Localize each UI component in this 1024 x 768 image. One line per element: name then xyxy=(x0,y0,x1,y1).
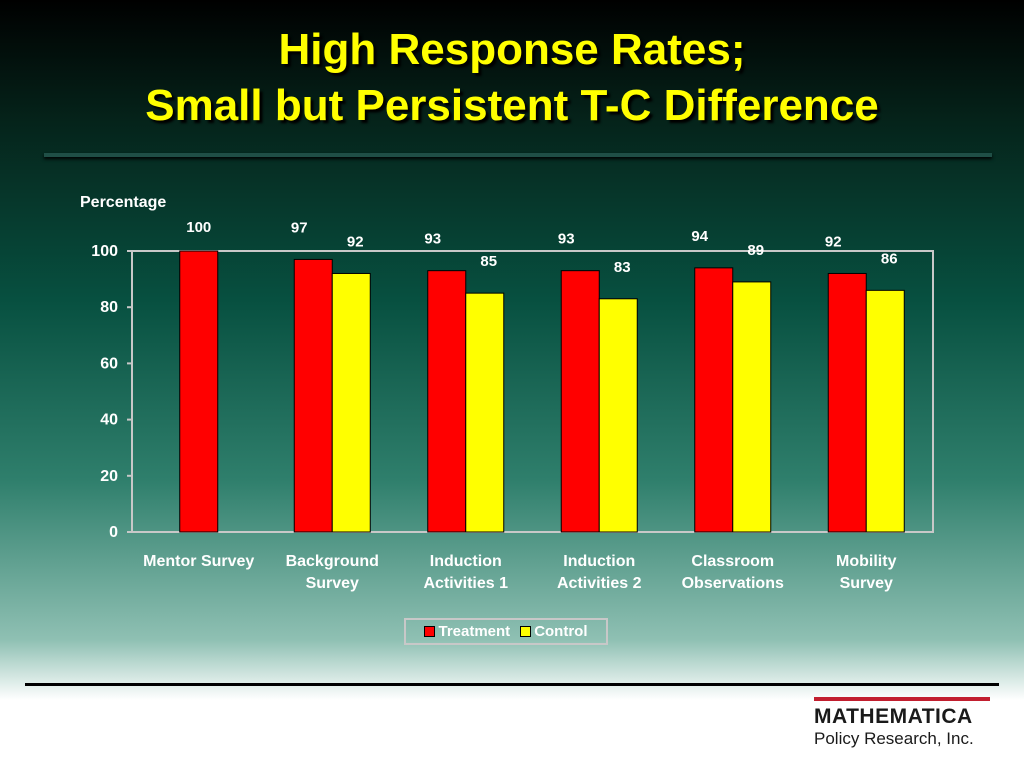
bar-treatment-1 xyxy=(293,258,333,533)
data-label-treatment-5: 92 xyxy=(825,233,842,250)
y-tick-label: 20 xyxy=(100,468,118,485)
bar-treatment-0 xyxy=(179,250,219,533)
legend-label-treatment: Treatment xyxy=(438,623,511,640)
data-label-control-1: 92 xyxy=(347,233,364,250)
y-tick-label: 40 xyxy=(100,412,118,429)
y-tick-label: 100 xyxy=(91,243,118,260)
data-label-control-4: 89 xyxy=(747,242,764,259)
y-axis-label: Percentage xyxy=(80,194,167,211)
legend-item-control: Control xyxy=(520,623,588,640)
bar-control-4 xyxy=(732,281,772,533)
y-tick-label: 80 xyxy=(100,299,118,316)
logo-accent-bar xyxy=(814,697,990,701)
bar-control-5 xyxy=(865,289,905,533)
x-category-label: Classroom xyxy=(691,553,774,570)
x-category-label: Survey xyxy=(840,575,893,592)
data-label-treatment-1: 97 xyxy=(291,219,308,236)
data-label-treatment-4: 94 xyxy=(691,228,708,245)
bar-treatment-3 xyxy=(560,270,600,533)
data-label-treatment-2: 93 xyxy=(424,231,441,248)
data-label-treatment-0: 100 xyxy=(186,219,211,236)
logo-subtitle: Policy Research, Inc. xyxy=(814,729,974,748)
y-tick-label: 60 xyxy=(100,355,118,372)
x-category-label: Mentor Survey xyxy=(143,553,254,570)
title-divider xyxy=(44,153,992,157)
x-category-label: Activities 2 xyxy=(557,575,642,592)
logo-name: MATHEMATICA xyxy=(814,705,973,728)
legend-swatch-treatment xyxy=(424,626,436,637)
bar-control-1 xyxy=(331,272,371,533)
plot-area xyxy=(131,250,934,533)
data-label-treatment-3: 93 xyxy=(558,231,575,248)
title-line-1: High Response Rates; xyxy=(278,25,746,74)
legend-label-control: Control xyxy=(534,623,588,640)
data-label-control-5: 86 xyxy=(881,250,898,267)
x-category-label: Induction xyxy=(563,553,635,570)
bar-control-2 xyxy=(465,292,505,533)
x-category-label: Observations xyxy=(682,575,784,592)
mathematica-logo: MATHEMATICA Policy Research, Inc. xyxy=(814,697,990,750)
x-category-label: Survey xyxy=(306,575,359,592)
data-label-control-3: 83 xyxy=(614,259,631,276)
bar-treatment-5 xyxy=(827,272,867,533)
y-tick-label: 0 xyxy=(109,524,118,541)
chart-legend: Treatment Control xyxy=(404,618,608,645)
footer-divider xyxy=(25,683,999,686)
legend-item-treatment: Treatment xyxy=(424,623,510,640)
bar-control-3 xyxy=(598,298,638,533)
x-category-label: Mobility xyxy=(836,553,897,570)
slide-title: High Response Rates; Small but Persisten… xyxy=(0,22,1024,134)
legend-swatch-control xyxy=(520,626,532,637)
bar-treatment-4 xyxy=(694,267,734,533)
x-category-label: Activities 1 xyxy=(424,575,509,592)
data-label-control-2: 85 xyxy=(480,253,497,270)
bar-treatment-2 xyxy=(427,270,467,533)
x-category-label: Background xyxy=(286,553,379,570)
title-line-2: Small but Persistent T-C Difference xyxy=(145,81,879,130)
x-category-label: Induction xyxy=(430,553,502,570)
